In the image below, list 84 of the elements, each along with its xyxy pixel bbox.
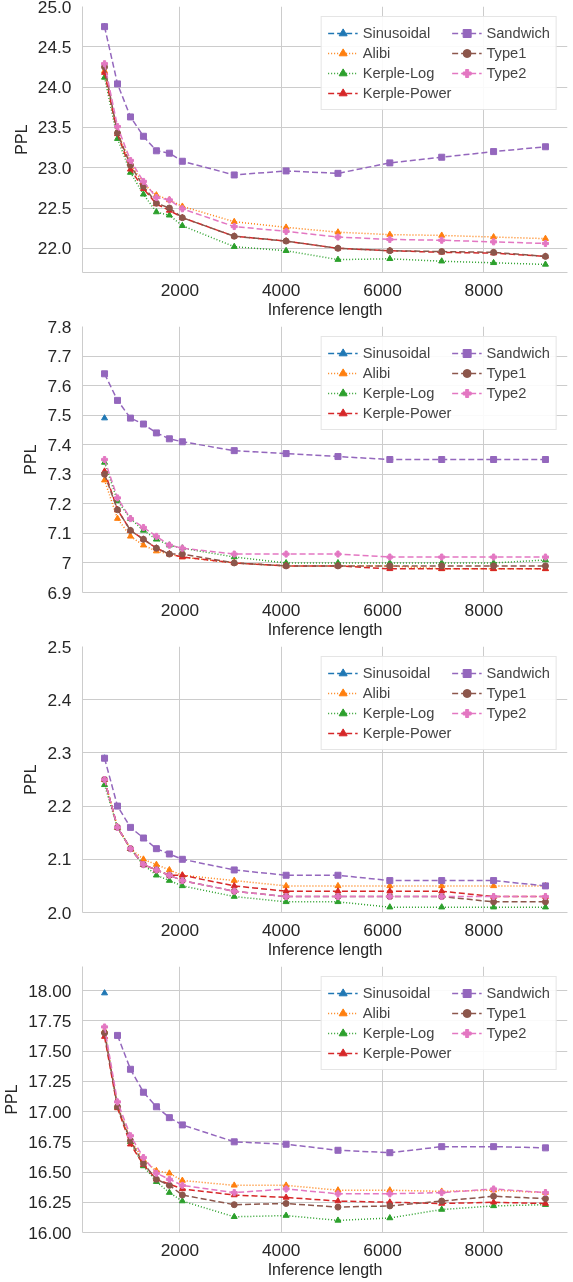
y-tick-label: 22.0	[37, 238, 72, 259]
legend-label: Type1	[486, 365, 527, 381]
y-tick-label: 22.5	[37, 198, 72, 219]
legend-label: Sinusoidal	[362, 985, 431, 1001]
y-tick-label: 16.50	[28, 1162, 72, 1183]
legend-label: Sinusoidal	[362, 665, 431, 681]
y-tick-label: 7.1	[47, 523, 72, 544]
x-tick-label: 6000	[363, 919, 402, 940]
y-axis-title: PPL	[3, 1084, 21, 1115]
x-axis-title: Inference length	[267, 300, 383, 318]
y-tick-label: 24.0	[37, 77, 72, 98]
x-tick-label: 4000	[261, 279, 301, 300]
x-tick-label: 6000	[363, 1239, 402, 1260]
legend-label: Kerple-Log	[362, 1025, 435, 1041]
legend-label: Type2	[486, 705, 527, 721]
legend-label: Sandwich	[486, 985, 550, 1001]
y-tick-label: 7.7	[47, 346, 72, 367]
x-axis-title: Inference length	[267, 940, 383, 958]
x-tick-label: 6000	[363, 599, 402, 620]
y-tick-label: 2.1	[47, 849, 72, 870]
legend-label: Type2	[486, 1025, 527, 1041]
y-axis-title: PPL	[12, 124, 30, 155]
y-tick-label: 16.25	[28, 1192, 72, 1213]
y-tick-label: 6.9	[47, 582, 72, 603]
x-tick-label: 4000	[261, 599, 301, 620]
y-tick-label: 7.5	[47, 405, 72, 426]
y-tick-label: 23.0	[37, 157, 72, 178]
x-tick-label: 4000	[261, 1239, 301, 1260]
legend-label: Type2	[486, 385, 527, 401]
x-tick-label: 8000	[464, 919, 504, 940]
x-tick-label: 6000	[363, 279, 402, 300]
y-tick-label: 17.25	[28, 1071, 72, 1092]
y-axis-title: PPL	[22, 444, 40, 475]
y-tick-label: 7.8	[47, 316, 72, 337]
y-tick-label: 7.2	[47, 493, 72, 514]
y-tick-label: 17.00	[28, 1101, 72, 1122]
legend-label: Type1	[486, 685, 527, 701]
x-tick-label: 2000	[160, 599, 200, 620]
y-tick-label: 7	[61, 552, 72, 573]
legend-label: Sinusoidal	[362, 345, 431, 361]
y-axis-title: PPL	[22, 764, 40, 795]
x-tick-label: 4000	[261, 919, 301, 940]
legend-label: Kerple-Log	[362, 385, 435, 401]
legend-label: Kerple-Power	[362, 85, 452, 101]
x-axis-title: Inference length	[267, 1260, 383, 1278]
y-tick-label: 25.0	[37, 0, 72, 17]
y-tick-label: 2.4	[47, 689, 72, 710]
legend-label: Kerple-Log	[362, 705, 435, 721]
y-tick-label: 7.4	[47, 434, 72, 455]
legend-label: Alibi	[362, 685, 391, 701]
y-tick-label: 17.75	[28, 1010, 72, 1031]
x-axis-title: Inference length	[267, 620, 383, 638]
y-tick-label: 24.5	[37, 36, 72, 57]
x-tick-label: 2000	[160, 919, 200, 940]
legend-label: Kerple-Power	[362, 1045, 452, 1061]
y-tick-label: 2.0	[47, 902, 72, 923]
y-tick-label: 23.5	[37, 117, 72, 138]
y-tick-label: 2.2	[47, 796, 72, 817]
y-tick-label: 18.00	[28, 980, 72, 1001]
legend-label: Sinusoidal	[362, 25, 431, 41]
legend-label: Kerple-Log	[362, 65, 435, 81]
x-tick-label: 2000	[160, 279, 200, 300]
legend-label: Type2	[486, 65, 527, 81]
legend-label: Type1	[486, 1005, 527, 1021]
y-tick-label: 7.3	[47, 464, 72, 485]
x-tick-label: 2000	[160, 1239, 200, 1260]
legend-label: Kerple-Power	[362, 725, 452, 741]
legend-label: Sandwich	[486, 345, 550, 361]
legend-label: Alibi	[362, 1005, 391, 1021]
y-tick-label: 2.5	[47, 636, 72, 657]
legend-label: Kerple-Power	[362, 405, 452, 421]
legend-label: Sandwich	[486, 25, 550, 41]
legend-label: Type1	[486, 45, 527, 61]
x-tick-label: 8000	[464, 599, 504, 620]
y-tick-label: 16.00	[28, 1222, 72, 1243]
y-tick-label: 2.3	[47, 742, 72, 763]
y-tick-label: 7.6	[47, 375, 72, 396]
legend-label: Alibi	[362, 45, 391, 61]
legend-label: Sandwich	[486, 665, 550, 681]
y-tick-label: 17.50	[28, 1041, 72, 1062]
y-tick-label: 16.75	[28, 1131, 72, 1152]
x-tick-label: 8000	[464, 279, 504, 300]
legend-label: Alibi	[362, 365, 391, 381]
x-tick-label: 8000	[464, 1239, 504, 1260]
